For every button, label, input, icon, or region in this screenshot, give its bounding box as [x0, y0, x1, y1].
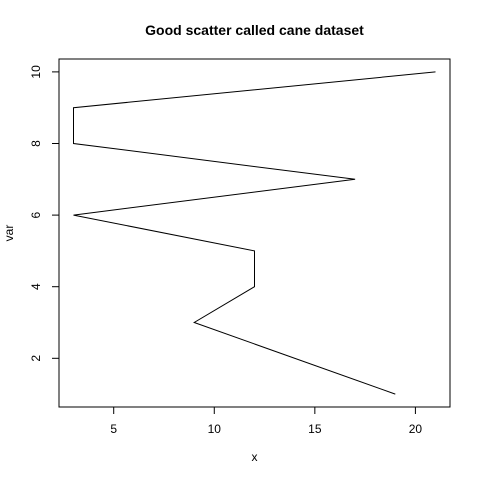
- y-tick-label: 6: [29, 211, 43, 218]
- x-tick-label: 5: [110, 422, 117, 436]
- y-axis-label: var: [2, 225, 16, 242]
- y-tick-label: 10: [29, 65, 43, 79]
- plot-frame: [58, 58, 451, 408]
- series-line: [73, 71, 436, 395]
- x-tick-label: 15: [308, 422, 322, 436]
- x-tick-label: 20: [409, 422, 423, 436]
- x-axis-label: x: [252, 450, 258, 464]
- y-tick-label: 2: [29, 355, 43, 362]
- x-tick-label: 10: [208, 422, 222, 436]
- x-axis: 5 10 15 20: [110, 407, 422, 436]
- y-axis: 2 4 6 8 10: [29, 65, 59, 362]
- chart-title: Good scatter called cane dataset: [145, 22, 364, 38]
- y-tick-label: 8: [29, 140, 43, 147]
- y-tick-label: 4: [29, 283, 43, 290]
